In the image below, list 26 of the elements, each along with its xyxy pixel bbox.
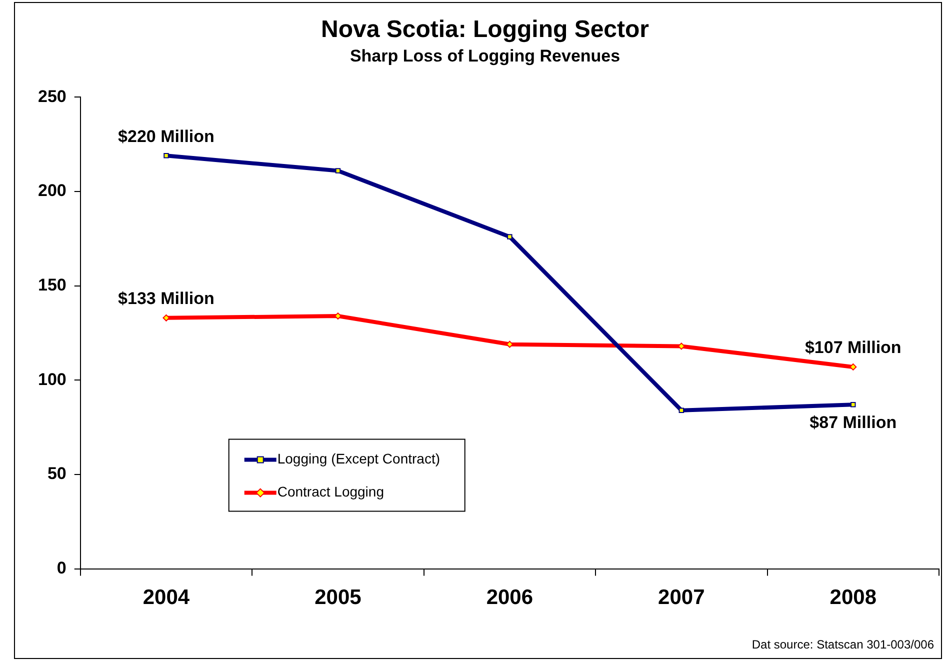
point: [164, 153, 169, 158]
annotation: $107 Million: [804, 338, 902, 358]
point: [335, 168, 341, 174]
x-tick-label: 2005: [314, 586, 362, 610]
x-tick-label: 2007: [658, 586, 705, 610]
chart-title: Nova Scotia: Logging Sector: [320, 16, 650, 44]
y-tick-label: 50: [47, 464, 66, 484]
point: [678, 408, 684, 413]
legend-label: Logging (Except Contract): [277, 450, 440, 467]
point: [850, 363, 857, 370]
point: [850, 402, 856, 408]
annotation: $220 Million: [118, 126, 214, 146]
y-tick-label: 200: [38, 181, 66, 200]
annotation: $87 Million: [810, 412, 897, 432]
x-tick-label: 2006: [486, 586, 534, 610]
annotation: $133 Million: [118, 289, 214, 308]
x-tick-label: 2008: [830, 586, 877, 610]
y-tick-label: 150: [38, 276, 66, 295]
y-tick-label: 0: [56, 558, 66, 578]
chart-subtitle: Sharp Loss of Logging Revenues: [350, 46, 620, 66]
point: [507, 234, 512, 240]
x-tick-label: 2004: [142, 586, 190, 610]
y-tick-label: 250: [38, 86, 66, 106]
legend-label: Contract Logging: [277, 484, 384, 500]
y-tick-label: 100: [38, 370, 66, 389]
text: Dat source: Statscan 301-003/006: [752, 637, 934, 652]
